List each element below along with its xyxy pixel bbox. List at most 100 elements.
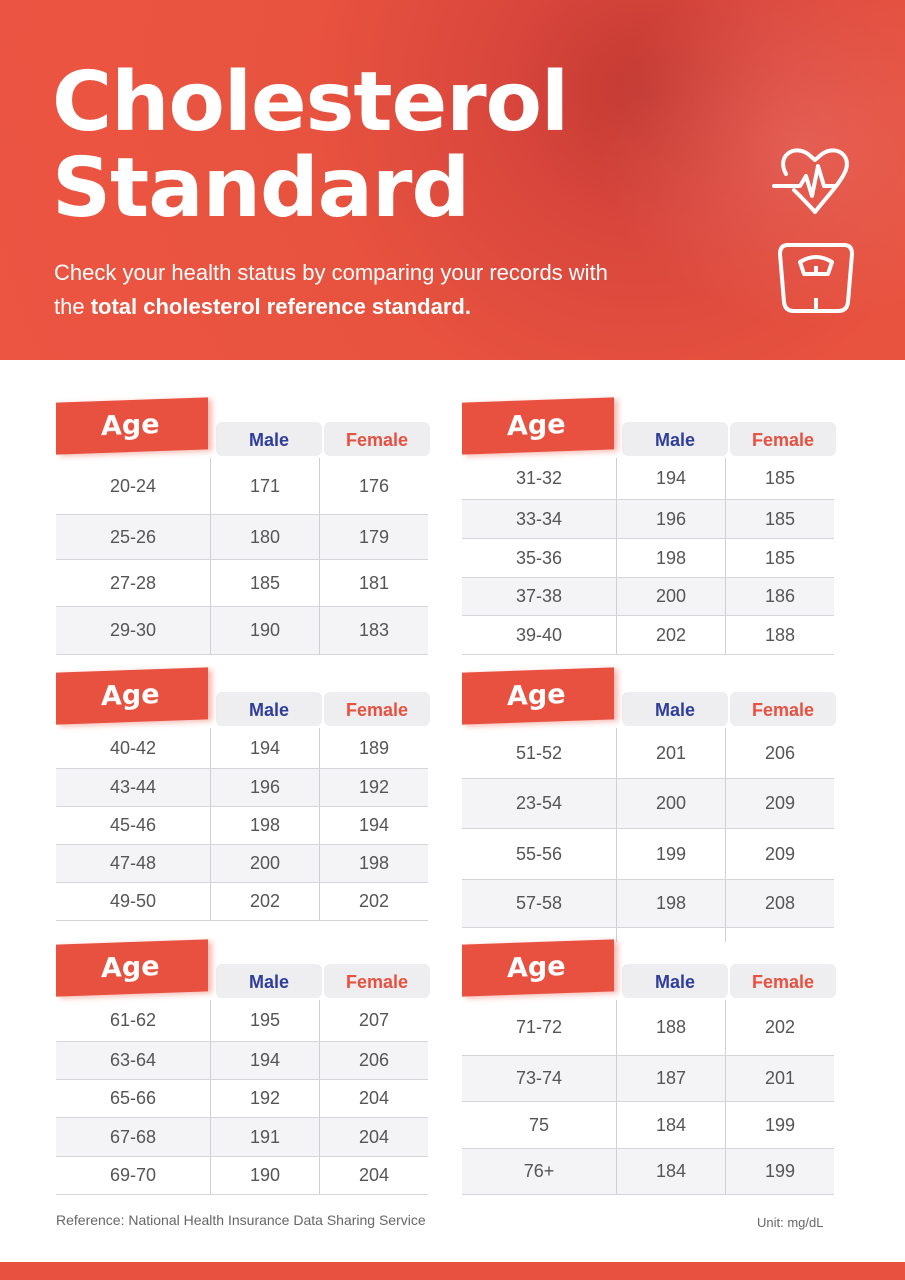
female-cell: 194: [358, 815, 390, 835]
age-header: Age: [462, 667, 614, 725]
table-row: 23-54 200 209: [462, 779, 834, 829]
subtitle-bold: total cholesterol reference standard.: [90, 294, 471, 319]
female-cell: 202: [764, 1017, 796, 1037]
female-cell: 176: [358, 475, 390, 496]
male-cell: 188: [617, 1000, 726, 1055]
age-header: Age: [56, 939, 208, 997]
table-row: 75 184 199: [462, 1102, 834, 1149]
table-header: Male Female Age: [462, 397, 842, 458]
male-cell: 184: [617, 1149, 726, 1194]
female-cell: 207: [358, 1010, 390, 1030]
male-header: Male: [216, 964, 322, 998]
cholesterol-table: Male Female Age 20-24 171 176 25-26 180 179 27-…: [56, 397, 436, 655]
title-line-2: Standard: [52, 141, 470, 236]
male-header: Male: [622, 964, 728, 998]
table-body: 51-52 201 206 23-54 200 209 55-56 199 209 57-58 19…: [462, 728, 834, 976]
male-cell: 184: [617, 1102, 726, 1148]
male-cell: 192: [211, 1080, 320, 1117]
table-header: Male Female Age: [56, 667, 436, 728]
male-cell: 194: [617, 458, 726, 499]
age-cell: 45-46: [56, 807, 211, 844]
table-row: 65-66 192 204: [56, 1080, 428, 1118]
age-header: Age: [462, 939, 614, 997]
age-cell: 67-68: [56, 1118, 211, 1156]
male-cell: 200: [617, 779, 726, 828]
age-cell: 71-72: [462, 1000, 617, 1055]
female-cell: 185: [764, 547, 796, 568]
male-cell: 194: [211, 1042, 320, 1079]
table-row: 57-58 198 208: [462, 880, 834, 928]
age-cell: 49-50: [56, 883, 211, 920]
female-header: Female: [324, 692, 430, 726]
table-row: 73-74 187 201: [462, 1056, 834, 1102]
age-header: Age: [462, 397, 614, 455]
male-cell: 196: [617, 500, 726, 538]
female-cell: 202: [358, 891, 390, 911]
female-cell: 179: [358, 526, 390, 547]
male-cell: 180: [211, 515, 320, 559]
age-cell: 51-52: [462, 728, 617, 778]
age-cell: 39-40: [462, 616, 617, 654]
age-cell: 63-64: [56, 1042, 211, 1079]
heart-rate-icon: [772, 148, 849, 214]
table-header: Male Female Age: [462, 939, 842, 1000]
table-row: 55-56 199 209: [462, 829, 834, 880]
age-cell: 35-36: [462, 539, 617, 577]
female-cell: 204: [358, 1165, 390, 1185]
table-row: 27-28 185 181: [56, 560, 428, 607]
age-cell: 69-70: [56, 1157, 211, 1194]
female-cell: 199: [764, 1161, 796, 1181]
table-body: 31-32 194 185 33-34 196 185 35-36 198 185 37-38 20…: [462, 458, 834, 655]
female-cell: 186: [764, 586, 796, 606]
male-cell: 200: [211, 845, 320, 882]
table-row: 76+ 184 199: [462, 1149, 834, 1195]
cholesterol-table: Male Female Age 31-32 194 185 33-34 196 185 35-…: [462, 397, 842, 655]
table-row: 51-52 201 206: [462, 728, 834, 779]
male-cell: 195: [211, 1000, 320, 1041]
female-cell: 189: [358, 737, 390, 758]
age-cell: 33-34: [462, 500, 617, 538]
male-header: Male: [622, 422, 728, 456]
table-header: Male Female Age: [56, 397, 436, 458]
male-cell: 194: [211, 728, 320, 768]
table-row: 67-68 191 204: [56, 1118, 428, 1157]
subtitle-text: Check your health status by comparing yo…: [54, 260, 608, 319]
female-cell: 201: [764, 1068, 796, 1088]
table-row: 45-46 198 194: [56, 807, 428, 845]
male-cell: 198: [211, 807, 320, 844]
age-cell: 31-32: [462, 458, 617, 499]
table-body: 40-42 194 189 43-44 196 192 45-46 198 194 47-48 20…: [56, 728, 428, 921]
age-cell: 57-58: [462, 880, 617, 927]
cholesterol-table: Male Female Age 51-52 201 206 23-54 200 209 55-…: [462, 667, 842, 976]
table-row: 40-42 194 189: [56, 728, 428, 769]
age-header: Age: [56, 397, 208, 455]
female-cell: 198: [358, 853, 390, 873]
male-cell: 198: [617, 880, 726, 927]
table-body: 20-24 171 176 25-26 180 179 27-28 185 181 29-30 19…: [56, 458, 428, 655]
cholesterol-table: Male Female Age 40-42 194 189 43-44 196 192 45-…: [56, 667, 436, 921]
age-cell: 43-44: [56, 769, 211, 806]
male-cell: 171: [211, 458, 320, 514]
age-cell: 65-66: [56, 1080, 211, 1117]
hero-banner: [0, 0, 905, 360]
male-cell: 185: [211, 560, 320, 606]
cholesterol-table: Male Female Age 71-72 188 202 73-74 187 201 75 1…: [462, 939, 842, 1195]
table-row: 49-50 202 202: [56, 883, 428, 921]
female-cell: 206: [358, 1050, 390, 1070]
table-body: 61-62 195 207 63-64 194 206 65-66 192 204 67-68 19…: [56, 1000, 428, 1195]
female-cell: 209: [764, 843, 796, 864]
unit-note: Unit: mg/dL: [757, 1215, 824, 1230]
male-cell: 190: [211, 1157, 320, 1194]
table-row: 63-64 194 206: [56, 1042, 428, 1080]
age-cell: 25-26: [56, 515, 211, 559]
bottom-bar: [0, 1262, 905, 1280]
table-header: Male Female Age: [462, 667, 842, 728]
table-header: Male Female Age: [56, 939, 436, 1000]
female-header: Female: [730, 964, 836, 998]
female-cell: 185: [764, 508, 796, 529]
male-header: Male: [216, 422, 322, 456]
female-cell: 185: [764, 468, 796, 488]
table-row: 31-32 194 185: [462, 458, 834, 500]
age-cell: 73-74: [462, 1056, 617, 1101]
age-cell: 37-38: [462, 578, 617, 615]
